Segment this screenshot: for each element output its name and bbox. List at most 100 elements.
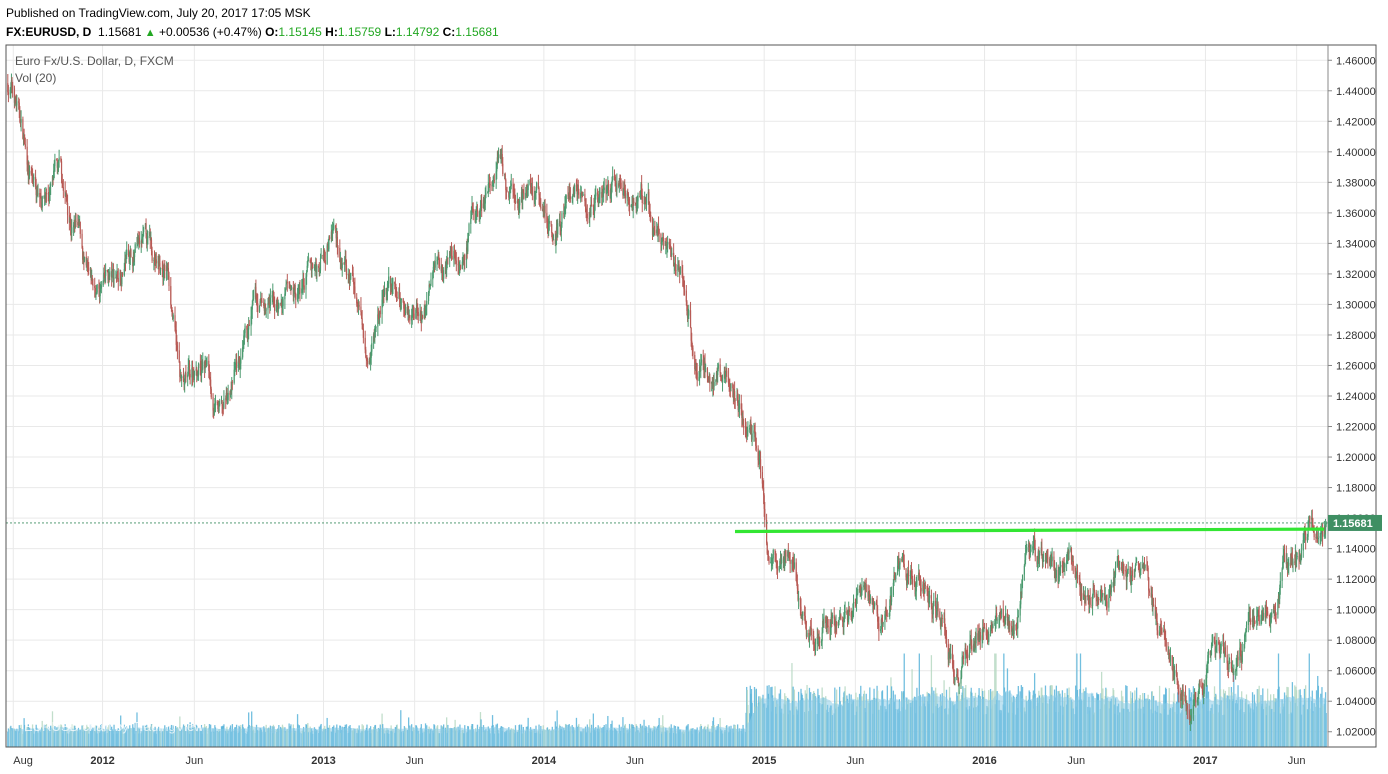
candle-body bbox=[823, 616, 825, 624]
candle-body bbox=[303, 279, 305, 286]
candle-body bbox=[288, 282, 290, 284]
candle-body bbox=[907, 569, 909, 579]
candle-body bbox=[1279, 580, 1281, 588]
candle-body bbox=[420, 313, 422, 316]
candle-body bbox=[678, 264, 680, 270]
candle-body bbox=[115, 277, 117, 279]
candle-body bbox=[257, 303, 259, 312]
candle-body bbox=[44, 196, 46, 198]
candle-body bbox=[496, 157, 498, 165]
x-tick-label: 2013 bbox=[311, 755, 335, 767]
candle-body bbox=[1218, 643, 1220, 652]
candle-body bbox=[1317, 537, 1319, 539]
candle-body bbox=[551, 224, 553, 234]
candle-body bbox=[674, 263, 677, 271]
candle-body bbox=[314, 265, 316, 268]
candle-body bbox=[479, 205, 482, 212]
candle-body bbox=[863, 582, 865, 586]
candle-body bbox=[572, 188, 575, 195]
candle-body bbox=[775, 554, 777, 560]
candle-body bbox=[1015, 624, 1017, 626]
candle-body bbox=[665, 244, 667, 246]
candle-body bbox=[429, 284, 431, 286]
candle-body bbox=[420, 315, 422, 323]
candle-body bbox=[516, 201, 518, 203]
candle-body bbox=[971, 645, 973, 651]
candle-body bbox=[843, 613, 846, 622]
candle-body bbox=[43, 196, 45, 198]
candle-body bbox=[470, 218, 472, 224]
candle-body bbox=[704, 361, 706, 369]
last-price-badge: 1.15681 bbox=[1328, 514, 1382, 531]
candle-body bbox=[243, 335, 245, 342]
candle-body bbox=[1099, 598, 1102, 601]
candle-body bbox=[667, 241, 669, 248]
candle-body bbox=[209, 378, 211, 380]
candle-body bbox=[214, 405, 216, 412]
candle-body bbox=[1236, 656, 1239, 662]
candle-body bbox=[1139, 570, 1141, 576]
candle-body bbox=[345, 258, 347, 266]
candle-body bbox=[85, 256, 87, 266]
symbol-name[interactable]: FX:EURUSD, D bbox=[6, 25, 92, 39]
candle-body bbox=[1026, 547, 1028, 551]
candle-body bbox=[648, 204, 651, 212]
candle-body bbox=[119, 272, 121, 282]
candle-body bbox=[307, 260, 309, 266]
resistance-line[interactable] bbox=[734, 527, 1325, 534]
candle-body bbox=[1261, 612, 1263, 619]
candle-body bbox=[146, 234, 148, 245]
candle-body bbox=[356, 297, 358, 304]
price-chart[interactable]: 1.460001.440001.420001.400001.380001.360… bbox=[0, 43, 1388, 774]
candle-body bbox=[808, 633, 810, 641]
candle-body bbox=[871, 598, 873, 605]
legend-title[interactable]: Euro Fx/U.S. Dollar, D, FXCM bbox=[15, 54, 174, 68]
candle-body bbox=[703, 365, 705, 370]
candle-body bbox=[1156, 621, 1158, 631]
candle-body bbox=[960, 677, 962, 684]
candle-body bbox=[865, 584, 867, 590]
candle-body bbox=[162, 268, 164, 278]
candle-body bbox=[66, 196, 68, 203]
x-tick-label: Aug bbox=[13, 755, 33, 767]
candle-body bbox=[685, 290, 687, 302]
candle-body bbox=[136, 243, 138, 245]
price-axis[interactable]: 1.460001.440001.420001.400001.380001.360… bbox=[1328, 55, 1376, 739]
candle-body bbox=[264, 307, 267, 310]
candle-body bbox=[1113, 577, 1115, 583]
candle-body bbox=[1186, 705, 1188, 707]
candle-body bbox=[260, 298, 262, 301]
candle-body bbox=[1116, 560, 1118, 567]
candle-body bbox=[124, 258, 127, 264]
candle-body bbox=[50, 183, 52, 187]
candle-body bbox=[65, 193, 67, 197]
legend-volume[interactable]: Vol (20) bbox=[15, 71, 56, 85]
candle-body bbox=[54, 159, 56, 166]
candle-body bbox=[504, 173, 506, 175]
candle-body bbox=[1240, 650, 1242, 657]
candle-body bbox=[772, 558, 774, 561]
candle-body bbox=[179, 362, 181, 377]
candle-body bbox=[599, 191, 601, 194]
candle-body bbox=[708, 377, 710, 382]
candle-body bbox=[1050, 555, 1052, 559]
candle-body bbox=[328, 237, 331, 239]
time-axis[interactable]: Aug 2012 Jun 2013 Jun 2014 Jun 2015 Jun 2016 Jun 20… bbox=[13, 755, 1305, 767]
candle-body bbox=[123, 269, 125, 276]
candle-body bbox=[641, 195, 643, 204]
candle-body bbox=[776, 562, 778, 567]
candle-body bbox=[835, 621, 837, 629]
candle-body bbox=[953, 676, 955, 682]
candle-body bbox=[675, 270, 677, 272]
candle-body bbox=[512, 183, 514, 192]
candle-body bbox=[1066, 556, 1068, 561]
y-tick-label: 1.04000 bbox=[1336, 696, 1376, 708]
candle-body bbox=[31, 173, 33, 175]
candle-body bbox=[598, 197, 600, 201]
candle-body bbox=[172, 312, 174, 320]
candle-body bbox=[482, 203, 485, 209]
candle-body bbox=[1210, 654, 1212, 656]
candle-body bbox=[897, 561, 899, 566]
candle-body bbox=[781, 559, 783, 564]
candle-body bbox=[1023, 565, 1025, 575]
